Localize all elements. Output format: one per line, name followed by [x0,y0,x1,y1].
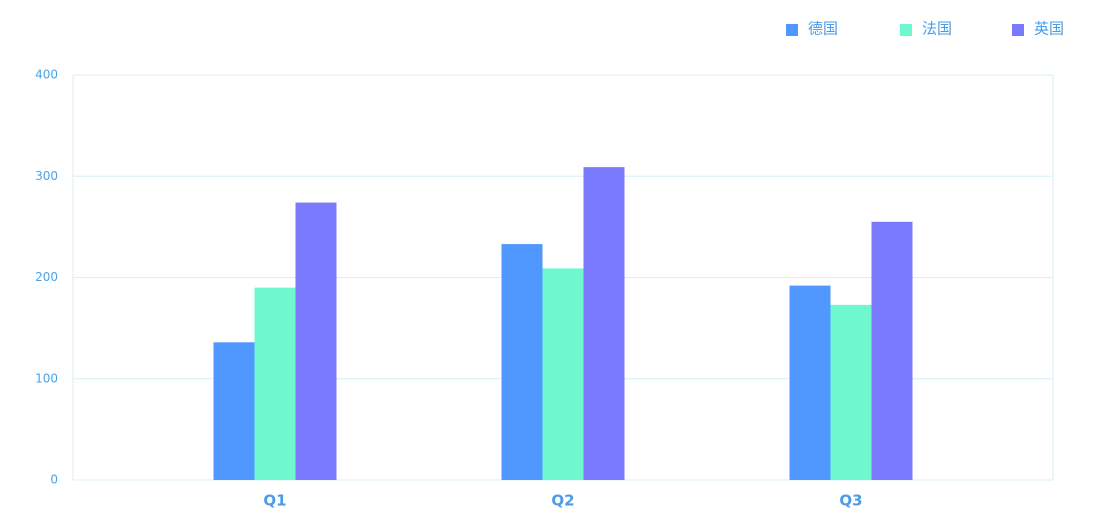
bar [213,342,255,480]
bar [501,244,543,480]
y-tick-label: 200 [35,270,58,284]
y-tick-label: 100 [35,371,58,385]
bar [830,304,872,480]
bar [542,268,584,480]
legend-swatch [900,24,912,36]
bar [583,167,625,480]
y-tick-label: 400 [35,68,58,82]
bar [871,221,913,480]
legend-label: 法国 [922,20,952,38]
bar [295,202,337,480]
legend-label: 德国 [808,20,838,38]
y-tick-label: 300 [35,169,58,183]
bar [254,287,296,480]
y-tick-label: 0 [50,473,58,487]
x-tick-label: Q1 [263,492,286,510]
legend-label: 英国 [1034,20,1064,38]
legend-swatch [1012,24,1024,36]
x-tick-label: Q3 [839,492,862,510]
x-tick-label: Q2 [551,492,574,510]
legend-swatch [786,24,798,36]
bar [789,285,831,480]
